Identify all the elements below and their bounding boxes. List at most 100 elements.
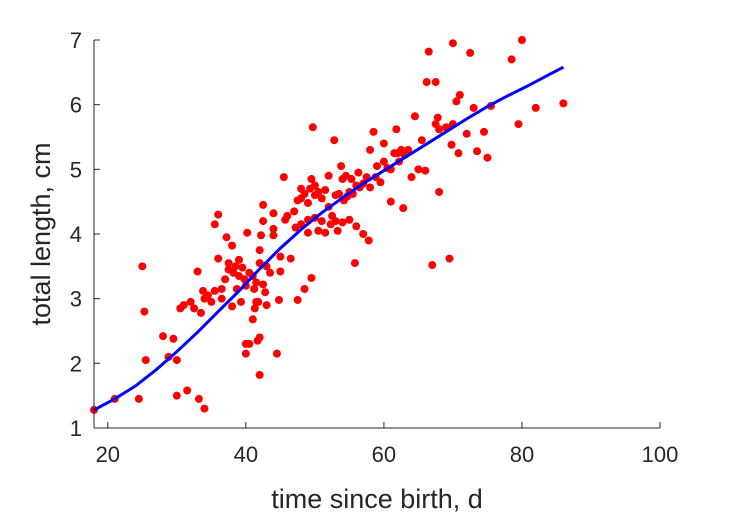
data-point xyxy=(237,297,246,306)
data-point xyxy=(254,297,263,306)
data-point xyxy=(261,288,270,297)
data-point xyxy=(433,113,442,122)
data-point xyxy=(473,147,482,156)
data-point xyxy=(559,99,568,108)
data-point xyxy=(386,197,395,206)
data-point xyxy=(517,36,526,44)
y-tick-label: 7 xyxy=(70,28,82,53)
data-point xyxy=(366,183,375,192)
data-point xyxy=(259,200,268,209)
data-point xyxy=(303,228,312,237)
data-point xyxy=(290,207,299,216)
data-point xyxy=(159,332,168,341)
data-point xyxy=(283,211,292,220)
data-point xyxy=(321,186,330,195)
data-point xyxy=(250,284,259,293)
y-tick-label: 2 xyxy=(70,351,82,376)
x-tick-label: 80 xyxy=(510,442,534,467)
data-point xyxy=(196,308,205,317)
data-point xyxy=(300,189,309,198)
data-point xyxy=(276,252,285,261)
x-tick-label: 40 xyxy=(234,442,258,467)
data-point xyxy=(335,189,344,198)
data-point xyxy=(248,315,257,324)
data-point xyxy=(379,157,388,166)
data-point xyxy=(514,120,523,129)
data-point xyxy=(300,284,309,293)
data-point xyxy=(231,262,240,271)
data-point xyxy=(272,349,281,358)
data-point xyxy=(194,394,203,403)
data-point xyxy=(238,263,247,272)
data-point xyxy=(276,267,285,276)
x-tick-label: 20 xyxy=(96,442,120,467)
data-point xyxy=(350,259,359,268)
data-point xyxy=(428,261,437,270)
data-point xyxy=(317,194,326,203)
data-point xyxy=(330,136,339,145)
data-point xyxy=(183,386,192,395)
y-tick-label: 5 xyxy=(70,157,82,182)
data-point xyxy=(354,168,363,177)
y-axis-title: total length, cm xyxy=(26,142,56,325)
data-point xyxy=(222,233,231,242)
data-point xyxy=(214,254,223,263)
data-point xyxy=(352,222,361,231)
data-point xyxy=(317,217,326,226)
data-point xyxy=(308,123,317,132)
data-point xyxy=(193,267,202,276)
x-tick-label: 60 xyxy=(372,442,396,467)
data-point xyxy=(252,278,261,287)
data-point xyxy=(241,349,250,358)
data-point xyxy=(431,78,440,87)
y-ticks: 1 2 3 4 5 6 7 xyxy=(70,28,100,441)
y-tick-label: 4 xyxy=(70,222,82,247)
data-point xyxy=(399,204,408,213)
data-point xyxy=(448,39,457,48)
data-point xyxy=(364,236,373,245)
data-point xyxy=(243,228,252,237)
data-point xyxy=(255,370,264,379)
plot-area xyxy=(90,36,568,414)
data-point xyxy=(507,55,516,64)
data-point xyxy=(404,145,413,154)
data-point xyxy=(245,339,254,348)
data-point xyxy=(369,127,378,136)
data-point xyxy=(200,404,209,413)
data-point xyxy=(214,210,223,219)
data-point xyxy=(469,103,478,112)
data-point xyxy=(310,181,319,190)
data-point xyxy=(307,273,316,282)
data-point xyxy=(314,226,323,235)
fit-curve xyxy=(93,65,565,412)
data-point xyxy=(210,220,219,229)
data-point xyxy=(269,224,278,233)
data-point xyxy=(376,178,385,187)
data-point xyxy=(447,140,456,149)
data-point xyxy=(269,209,278,218)
data-point xyxy=(257,231,266,240)
data-point xyxy=(455,90,464,99)
data-point xyxy=(217,294,226,303)
x-axis-title: time since birth, d xyxy=(271,484,483,514)
data-point xyxy=(269,231,278,240)
data-point xyxy=(324,171,333,180)
y-tick-label: 6 xyxy=(70,93,82,118)
data-point xyxy=(262,301,271,310)
data-point xyxy=(172,391,181,400)
data-point xyxy=(531,103,540,112)
data-point xyxy=(421,166,430,175)
data-point xyxy=(207,297,216,306)
data-point xyxy=(373,162,381,171)
data-point xyxy=(217,284,226,293)
data-point xyxy=(424,47,433,56)
data-point xyxy=(203,291,212,300)
data-point xyxy=(228,302,237,311)
data-point xyxy=(266,268,275,277)
data-point xyxy=(379,139,388,148)
data-point xyxy=(454,149,463,158)
data-point xyxy=(140,307,149,316)
data-point xyxy=(435,125,444,134)
data-point xyxy=(466,48,475,57)
